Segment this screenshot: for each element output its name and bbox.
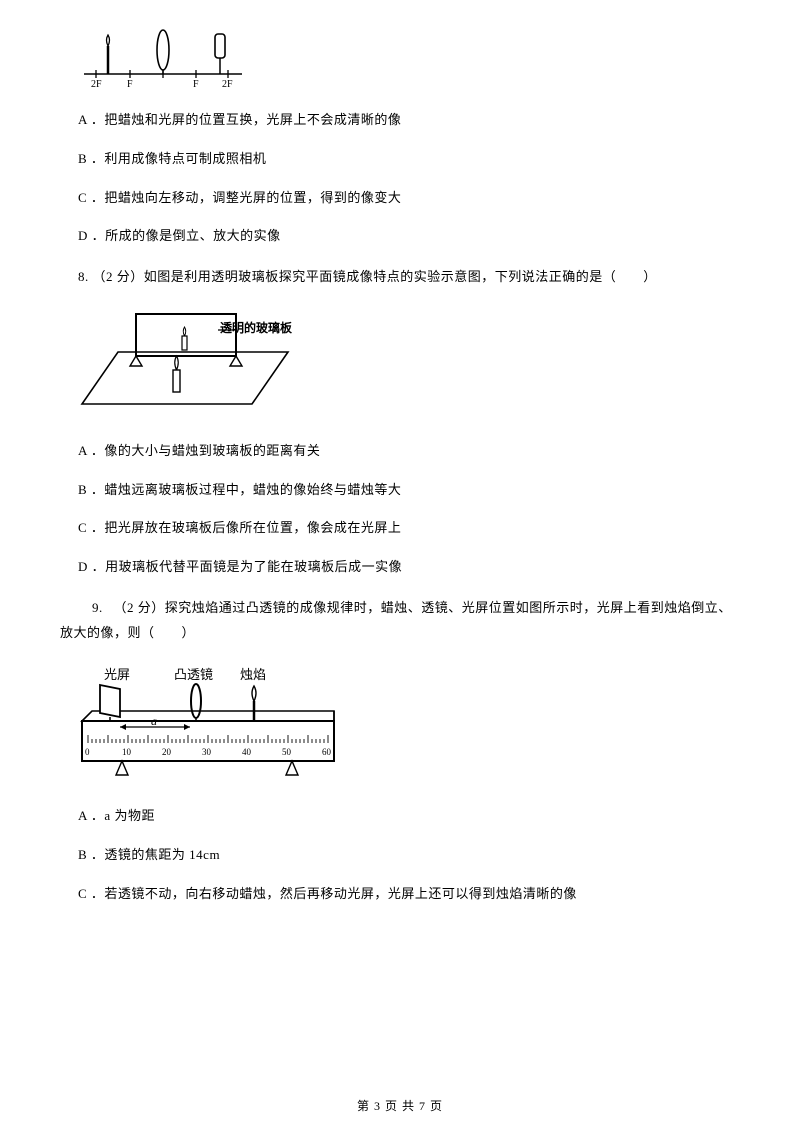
q9-option-a: A ．a 为物距 xyxy=(78,806,740,827)
q9-lens-label: 凸透镜 xyxy=(174,667,213,682)
q7-option-a: A ．把蜡烛和光屏的位置互换，光屏上不会成清晰的像 xyxy=(78,110,740,131)
q9-option-b: B ．透镜的焦距为 14cm xyxy=(78,845,740,866)
q7-option-d: D ．所成的像是倒立、放大的实像 xyxy=(78,226,740,247)
tick-2f-right: 2F xyxy=(222,79,233,87)
svg-text:40: 40 xyxy=(242,747,252,757)
svg-text:60: 60 xyxy=(322,747,332,757)
q9-flame-label: 烛焰 xyxy=(240,667,266,682)
q8-option-a: A ．像的大小与蜡烛到玻璃板的距离有关 xyxy=(78,441,740,462)
tick-2f-left: 2F xyxy=(91,79,102,87)
q7-diagram: 2F F F 2F xyxy=(78,24,740,92)
q9-option-c: C ．若透镜不动，向右移动蜡烛，然后再移动光屏，光屏上还可以得到烛焰清晰的像 xyxy=(78,884,740,905)
svg-text:50: 50 xyxy=(282,747,292,757)
tick-f-left: F xyxy=(127,79,133,87)
q8-text: 8. （2 分）如图是利用透明玻璃板探究平面镜成像特点的实验示意图，下列说法正确… xyxy=(78,265,740,290)
svg-text:10: 10 xyxy=(122,747,132,757)
q7-option-b: B ．利用成像特点可制成照相机 xyxy=(78,149,740,170)
svg-text:30: 30 xyxy=(202,747,212,757)
q8-option-c: C ．把光屏放在玻璃板后像所在位置，像会成在光屏上 xyxy=(78,518,740,539)
svg-text:20: 20 xyxy=(162,747,172,757)
q8-option-d: D ．用玻璃板代替平面镜是为了能在玻璃板后成一实像 xyxy=(78,557,740,578)
q8-option-b: B ．蜡烛远离玻璃板过程中，蜡烛的像始终与蜡烛等大 xyxy=(78,480,740,501)
q9-a-label: a xyxy=(151,714,157,728)
q7-option-c: C ．把蜡烛向左移动，调整光屏的位置，得到的像变大 xyxy=(78,188,740,209)
q9-diagram: 光屏 凸透镜 烛焰 0 10 20 30 40 50 60 xyxy=(78,663,740,788)
page-footer: 第 3 页 共 7 页 xyxy=(0,1097,800,1114)
tick-f-right: F xyxy=(193,79,199,87)
q9-screen-label: 光屏 xyxy=(104,667,130,682)
svg-text:0: 0 xyxy=(85,747,90,757)
q8-diagram: 透明的玻璃板 xyxy=(78,308,740,423)
q8-glass-label: 透明的玻璃板 xyxy=(220,320,293,335)
q9-text: 9. （2 分）探究烛焰通过凸透镜的成像规律时，蜡烛、透镜、光屏位置如图所示时，… xyxy=(60,596,740,645)
